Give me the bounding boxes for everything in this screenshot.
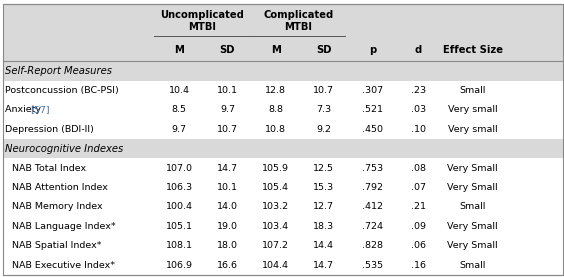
Text: .07: .07 xyxy=(411,183,426,192)
Text: Very Small: Very Small xyxy=(447,222,498,231)
Text: [57]: [57] xyxy=(30,105,50,114)
Text: .16: .16 xyxy=(411,261,426,270)
Text: 10.8: 10.8 xyxy=(265,125,286,134)
Text: 16.6: 16.6 xyxy=(217,261,238,270)
Bar xyxy=(3,119,563,139)
Text: NAB Executive Index*: NAB Executive Index* xyxy=(12,261,115,270)
Bar xyxy=(3,197,563,217)
Text: .21: .21 xyxy=(411,202,426,211)
Text: 14.7: 14.7 xyxy=(313,261,334,270)
Bar xyxy=(3,39,563,61)
Text: Effect Size: Effect Size xyxy=(443,45,503,55)
Text: .03: .03 xyxy=(411,105,426,114)
Text: d: d xyxy=(415,45,422,55)
Text: 108.1: 108.1 xyxy=(166,241,193,250)
Text: .10: .10 xyxy=(411,125,426,134)
Text: 10.4: 10.4 xyxy=(169,86,190,95)
Bar xyxy=(3,217,563,236)
Text: .792: .792 xyxy=(362,183,383,192)
Text: Neurocognitive Indexes: Neurocognitive Indexes xyxy=(5,143,124,154)
Text: Complicated
MTBI: Complicated MTBI xyxy=(263,10,334,32)
Text: .521: .521 xyxy=(362,105,383,114)
Text: .06: .06 xyxy=(411,241,426,250)
Text: SD: SD xyxy=(316,45,332,55)
Text: 12.5: 12.5 xyxy=(313,163,334,173)
Text: 14.7: 14.7 xyxy=(217,163,238,173)
Text: .450: .450 xyxy=(362,125,383,134)
Text: 10.7: 10.7 xyxy=(217,125,238,134)
Text: 10.1: 10.1 xyxy=(217,86,238,95)
Text: 15.3: 15.3 xyxy=(313,183,334,192)
Bar xyxy=(3,236,563,255)
Text: NAB Spatial Index*: NAB Spatial Index* xyxy=(12,241,102,250)
Text: 8.8: 8.8 xyxy=(268,105,283,114)
Text: .724: .724 xyxy=(362,222,383,231)
Text: 103.2: 103.2 xyxy=(262,202,289,211)
Text: .08: .08 xyxy=(411,163,426,173)
Text: 105.4: 105.4 xyxy=(262,183,289,192)
Text: Postconcussion (BC-PSI): Postconcussion (BC-PSI) xyxy=(5,86,119,95)
Text: 10.1: 10.1 xyxy=(217,183,238,192)
Text: 12.7: 12.7 xyxy=(313,202,334,211)
Text: 19.0: 19.0 xyxy=(217,222,238,231)
Bar xyxy=(3,4,563,39)
Text: Very Small: Very Small xyxy=(447,163,498,173)
Text: Very small: Very small xyxy=(448,125,497,134)
Text: Small: Small xyxy=(460,86,486,95)
Text: Self-Report Measures: Self-Report Measures xyxy=(5,66,112,76)
Text: 106.9: 106.9 xyxy=(166,261,193,270)
Text: Anxiety: Anxiety xyxy=(5,105,44,114)
Text: NAB Language Index*: NAB Language Index* xyxy=(12,222,116,231)
Text: Very Small: Very Small xyxy=(447,241,498,250)
Text: 103.4: 103.4 xyxy=(262,222,289,231)
Text: p: p xyxy=(369,45,376,55)
Text: SD: SD xyxy=(219,45,235,55)
Text: Very small: Very small xyxy=(448,105,497,114)
Text: 9.7: 9.7 xyxy=(220,105,235,114)
Text: .09: .09 xyxy=(411,222,426,231)
Text: 107.0: 107.0 xyxy=(166,163,193,173)
Bar xyxy=(3,100,563,119)
Text: 9.2: 9.2 xyxy=(316,125,331,134)
Text: NAB Memory Index: NAB Memory Index xyxy=(12,202,103,211)
Text: .753: .753 xyxy=(362,163,383,173)
Text: Uncomplicated
MTBI: Uncomplicated MTBI xyxy=(160,10,244,32)
Text: 100.4: 100.4 xyxy=(166,202,193,211)
Text: .412: .412 xyxy=(362,202,383,211)
Text: 107.2: 107.2 xyxy=(262,241,289,250)
Bar xyxy=(3,178,563,197)
Text: NAB Total Index: NAB Total Index xyxy=(12,163,86,173)
Text: .23: .23 xyxy=(411,86,426,95)
Bar xyxy=(3,255,563,275)
Bar xyxy=(3,158,563,178)
Text: Small: Small xyxy=(460,202,486,211)
Text: 9.7: 9.7 xyxy=(171,125,187,134)
Text: Depression (BDI-II): Depression (BDI-II) xyxy=(5,125,94,134)
Bar xyxy=(3,61,563,81)
Text: Very Small: Very Small xyxy=(447,183,498,192)
Text: Small: Small xyxy=(460,261,486,270)
Text: 105.1: 105.1 xyxy=(166,222,193,231)
Text: 12.8: 12.8 xyxy=(265,86,286,95)
Text: 104.4: 104.4 xyxy=(262,261,289,270)
Text: .535: .535 xyxy=(362,261,383,270)
Bar xyxy=(3,81,563,100)
Text: 14.0: 14.0 xyxy=(217,202,238,211)
Text: M: M xyxy=(174,45,184,55)
Text: 18.3: 18.3 xyxy=(313,222,334,231)
Text: 14.4: 14.4 xyxy=(313,241,334,250)
Text: 8.5: 8.5 xyxy=(171,105,187,114)
Text: M: M xyxy=(271,45,280,55)
Text: NAB Attention Index: NAB Attention Index xyxy=(12,183,108,192)
Text: 10.7: 10.7 xyxy=(313,86,334,95)
Text: 106.3: 106.3 xyxy=(166,183,193,192)
Text: 7.3: 7.3 xyxy=(316,105,331,114)
Text: .307: .307 xyxy=(362,86,383,95)
Text: 18.0: 18.0 xyxy=(217,241,238,250)
Text: .828: .828 xyxy=(362,241,383,250)
Text: 105.9: 105.9 xyxy=(262,163,289,173)
Bar xyxy=(3,139,563,158)
